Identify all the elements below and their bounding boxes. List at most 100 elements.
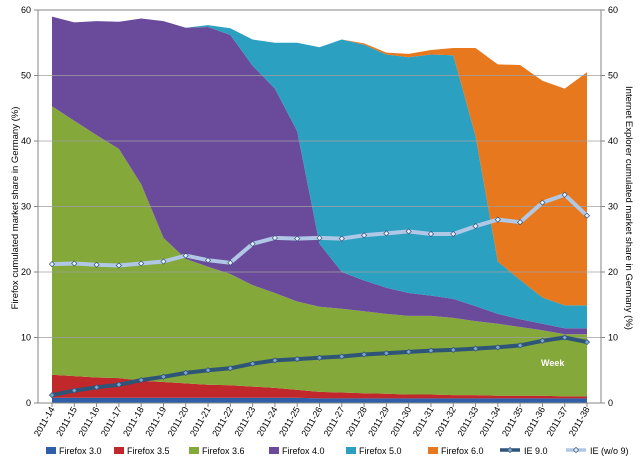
x-tick-label-18: 2011-32 [433, 405, 458, 438]
legend-marker-6 [506, 446, 514, 454]
x-tick-label-6: 2011-20 [166, 405, 191, 438]
x-tick-label-16: 2011-30 [389, 405, 414, 438]
y-tick-label-right-1: 10 [608, 333, 618, 343]
week-annotation: Week [541, 358, 565, 368]
line-marker-1-1 [71, 260, 78, 267]
line-marker-1-19 [472, 223, 479, 230]
y-tick-label-left-5: 50 [21, 71, 31, 81]
legend-label-2: Firefox 3.6 [202, 446, 245, 456]
ie-lines [48, 191, 591, 399]
gridlines [38, 75, 601, 338]
line-marker-1-24 [583, 212, 591, 219]
line-marker-0-0 [48, 392, 56, 399]
line-marker-0-8 [227, 365, 234, 372]
x-tick-label-7: 2011-21 [188, 405, 213, 438]
x-tick-label-5: 2011-19 [143, 405, 168, 438]
line-marker-0-11 [294, 356, 301, 363]
legend-swatch-2 [189, 447, 199, 454]
x-tick-label-17: 2011-31 [411, 405, 436, 438]
line-marker-0-4 [138, 376, 145, 384]
x-tick-label-1: 2011-15 [54, 405, 79, 438]
y-tick-label-left-2: 20 [21, 267, 31, 277]
line-marker-1-8 [227, 259, 234, 266]
line-marker-0-9 [249, 360, 256, 367]
y-axis-title-right: Internet Explorer cumulated market share… [623, 86, 634, 330]
line-marker-0-14 [360, 351, 368, 358]
line-marker-1-0 [48, 261, 56, 268]
legend-label-3: Firefox 4.0 [282, 446, 325, 456]
x-tick-label-4: 2011-18 [121, 405, 146, 438]
line-marker-1-17 [427, 230, 435, 238]
y-axis-title-left: Firefox cumulated market share in German… [10, 107, 21, 310]
y-tick-label-right-4: 40 [608, 136, 618, 146]
legend-swatch-0 [46, 447, 56, 454]
line-marker-0-3 [115, 381, 122, 388]
area-series-4 [52, 16, 587, 329]
line-marker-0-5 [160, 373, 167, 380]
legend-label-4: Firefox 5.0 [359, 446, 402, 456]
area-series-5 [52, 16, 587, 306]
line-marker-1-12 [316, 234, 323, 242]
line-marker-1-7 [204, 257, 212, 264]
y-tick-label-right-3: 30 [608, 202, 618, 212]
x-tick-label-0: 2011-14 [32, 405, 57, 438]
line-marker-0-12 [316, 354, 323, 361]
line-marker-1-4 [138, 260, 145, 267]
line-marker-1-10 [271, 234, 279, 242]
line-marker-0-13 [338, 353, 345, 360]
x-tick-label-14: 2011-28 [344, 405, 369, 438]
line-marker-1-3 [115, 262, 122, 269]
line-marker-1-21 [517, 219, 524, 226]
line-marker-0-22 [539, 337, 546, 344]
x-tick-label-8: 2011-22 [210, 405, 235, 438]
line-marker-1-14 [360, 232, 368, 239]
line-marker-1-13 [338, 235, 345, 242]
x-tick-label-19: 2011-33 [455, 405, 480, 438]
y-tick-label-left-6: 60 [21, 5, 31, 15]
area-series-2 [52, 106, 587, 397]
line-marker-0-10 [271, 357, 279, 364]
line-marker-0-15 [383, 350, 390, 357]
area-series-1 [52, 374, 587, 399]
axes [34, 9, 605, 407]
line-marker-1-2 [93, 261, 100, 268]
x-tick-label-22: 2011-36 [522, 405, 547, 438]
y-tick-label-left-0: 0 [26, 398, 31, 408]
x-tick-label-13: 2011-27 [322, 405, 347, 438]
legend-label-1: Firefox 3.5 [127, 446, 170, 456]
line-marker-1-22 [539, 199, 546, 206]
line-marker-1-9 [249, 240, 256, 247]
line-marker-0-24 [583, 338, 591, 346]
x-tick-label-12: 2011-26 [299, 405, 324, 438]
line-marker-0-20 [494, 344, 501, 351]
x-tick-label-11: 2011-25 [277, 405, 302, 438]
line-marker-1-20 [494, 216, 501, 223]
legend-swatch-5 [428, 447, 438, 454]
line-marker-1-16 [405, 228, 412, 235]
line-marker-0-18 [450, 346, 457, 354]
legend-marker-7 [572, 446, 580, 454]
y-tick-label-right-5: 50 [608, 71, 618, 81]
x-tick-label-10: 2011-24 [255, 405, 280, 438]
legend-label-0: Firefox 3.0 [59, 446, 102, 456]
line-marker-0-16 [405, 348, 412, 356]
line-marker-0-23 [561, 334, 568, 341]
line-marker-0-6 [182, 369, 189, 376]
x-tick-label-20: 2011-34 [478, 405, 503, 438]
line-marker-1-6 [182, 252, 189, 259]
line-marker-0-2 [93, 384, 100, 391]
y-tick-label-right-0: 0 [608, 398, 613, 408]
legend-swatch-3 [269, 447, 279, 454]
line-marker-1-11 [294, 235, 301, 242]
x-tick-label-9: 2011-23 [233, 405, 258, 438]
x-tick-label-21: 2011-35 [500, 405, 525, 438]
y-tick-label-right-2: 20 [608, 267, 618, 277]
legend: Firefox 3.0 Firefox 3.5 Firefox 3.6 Firefox… [46, 446, 629, 456]
line-marker-1-23 [561, 191, 568, 198]
line-marker-0-17 [427, 347, 435, 354]
legend-label-7: IE (w/o 9) [590, 446, 629, 456]
line-marker-1-5 [160, 258, 167, 265]
legend-label-6: IE 9.0 [524, 446, 548, 456]
x-tick-label-24: 2011-38 [567, 405, 592, 438]
